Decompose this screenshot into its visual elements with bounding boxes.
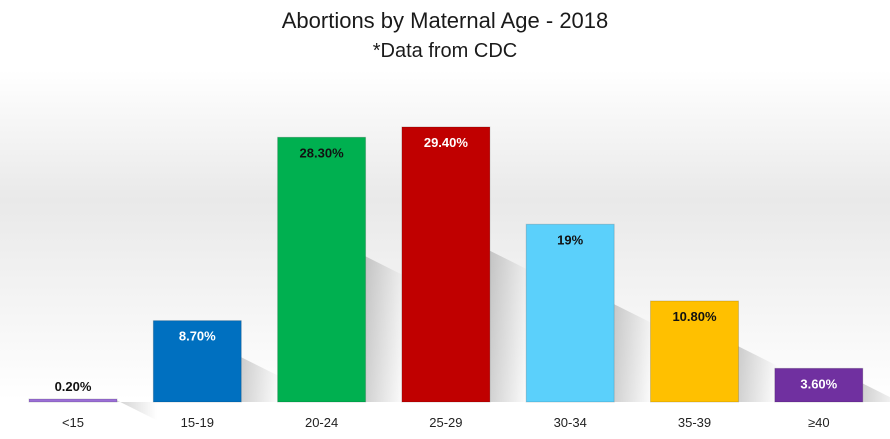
chart-subtitle: *Data from CDC	[372, 40, 518, 62]
data-label-1: 8.70%	[179, 329, 216, 344]
data-label-4: 19%	[557, 232, 583, 247]
data-label-2: 28.30%	[300, 145, 345, 160]
x-tick-label-0: <15	[62, 415, 84, 430]
data-label-3: 29.40%	[424, 135, 469, 150]
x-tick-label-6: ≥40	[808, 415, 830, 430]
bar-3	[401, 126, 491, 403]
bar-shadow	[738, 346, 779, 402]
x-tick-label-3: 25-29	[429, 415, 462, 430]
bar-2	[277, 136, 367, 403]
x-tick-label-5: 35-39	[678, 415, 711, 430]
bar-4	[525, 223, 615, 403]
bar-5	[650, 300, 739, 403]
data-label-0: 0.20%	[55, 379, 92, 394]
bar-0	[28, 398, 118, 403]
bar-6	[774, 367, 864, 403]
bar-shadow	[365, 256, 406, 402]
data-label-5: 10.80%	[672, 309, 717, 324]
chart-title: Abortions by Maternal Age - 2018	[281, 8, 609, 33]
bar-shadow	[241, 357, 282, 402]
x-tick-label-4: 30-34	[554, 415, 587, 430]
bar-shadow	[614, 304, 655, 402]
x-tick-label-2: 20-24	[305, 415, 338, 430]
bar-shadow	[117, 400, 157, 421]
bar-1	[152, 320, 242, 403]
x-tick-label-1: 15-19	[181, 415, 214, 430]
bar-shadow	[862, 383, 890, 402]
bar-shadow	[489, 250, 530, 402]
data-label-6: 3.60%	[800, 376, 837, 391]
